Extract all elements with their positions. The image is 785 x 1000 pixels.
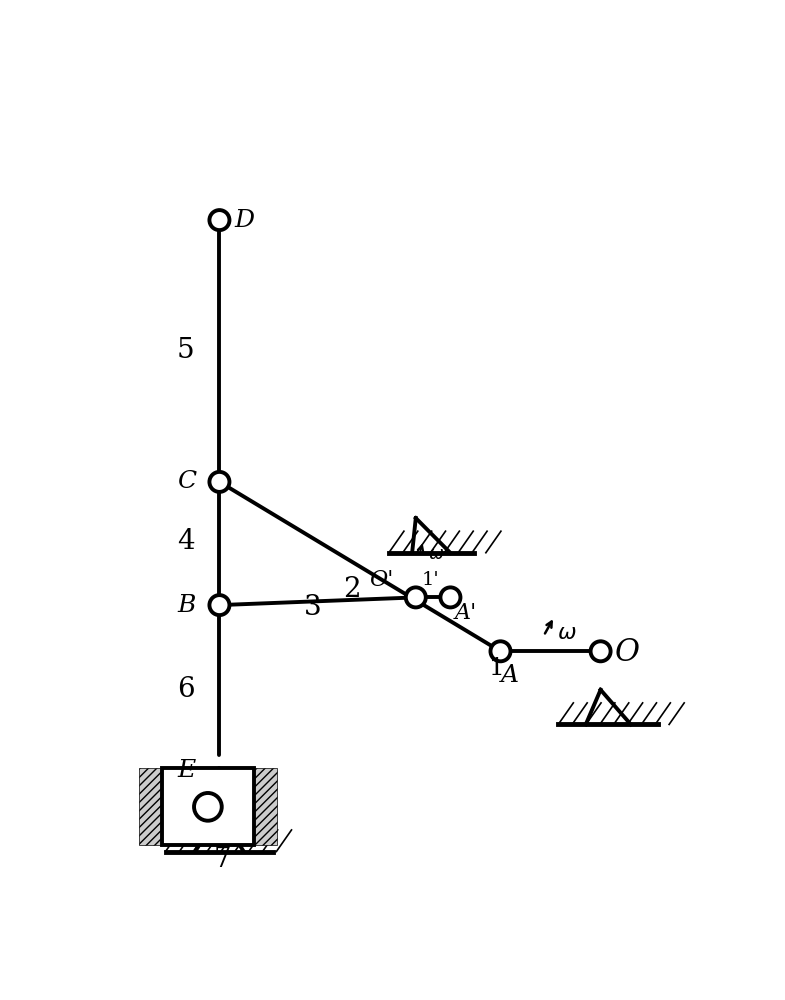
Bar: [162, 768, 254, 845]
Text: O: O: [615, 637, 640, 668]
Circle shape: [491, 641, 510, 661]
Text: 5: 5: [177, 338, 195, 364]
Text: 1': 1': [422, 571, 440, 589]
Text: 7: 7: [214, 846, 232, 873]
Text: 3: 3: [304, 594, 322, 621]
Bar: [139, 768, 162, 845]
Text: $\omega$: $\omega$: [557, 622, 576, 644]
Circle shape: [194, 793, 221, 821]
Text: E: E: [177, 759, 195, 782]
Bar: [254, 768, 277, 845]
Circle shape: [590, 641, 611, 661]
Text: A': A': [455, 602, 476, 624]
Text: 1: 1: [489, 657, 505, 680]
Text: B: B: [177, 594, 195, 617]
Text: 2: 2: [342, 576, 360, 603]
Text: C: C: [177, 470, 196, 493]
Circle shape: [210, 595, 229, 615]
Text: 6: 6: [177, 676, 195, 703]
Circle shape: [440, 587, 461, 607]
Text: $\omega$: $\omega$: [428, 545, 444, 563]
Text: O': O': [370, 569, 394, 591]
Circle shape: [406, 587, 425, 607]
Text: 4: 4: [177, 528, 195, 555]
Circle shape: [210, 472, 229, 492]
Circle shape: [210, 210, 229, 230]
Text: D: D: [235, 209, 255, 232]
Text: A: A: [501, 664, 518, 687]
